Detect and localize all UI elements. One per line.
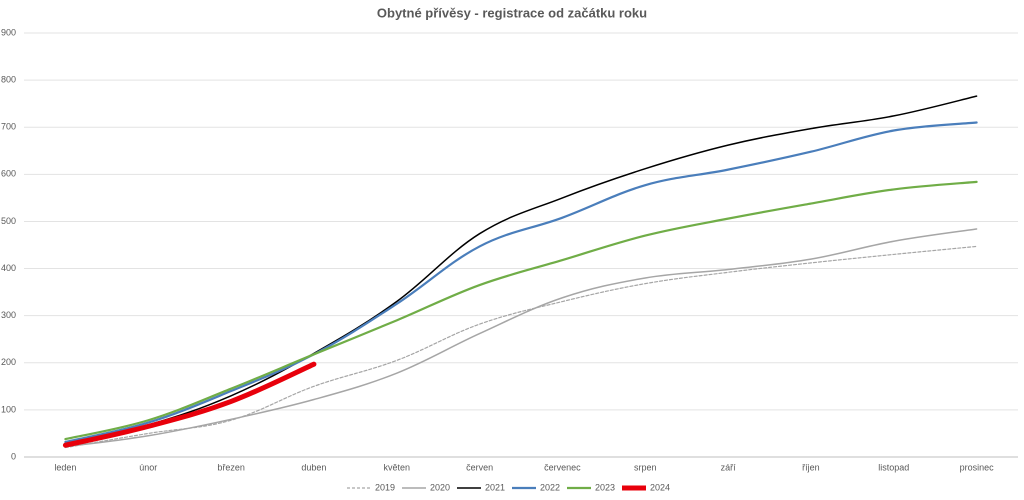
y-tick-label: 600: [1, 169, 16, 179]
chart-title: Obytné přívěsy - registrace od začátku r…: [377, 5, 647, 20]
y-tick-label: 200: [1, 357, 16, 367]
y-tick-label: 400: [1, 263, 16, 273]
x-tick-label: srpen: [634, 462, 657, 472]
series-line: [64, 245, 978, 449]
x-tick-label: říjen: [802, 462, 820, 472]
x-tick-label: květen: [383, 462, 410, 472]
y-tick-label: 500: [1, 216, 16, 226]
y-tick-label: 700: [1, 122, 16, 132]
x-tick-label: březen: [217, 462, 245, 472]
legend-label: 2020: [430, 482, 450, 492]
series-line: [64, 95, 978, 444]
x-tick-label: červenec: [544, 462, 581, 472]
x-tick-label: září: [721, 462, 737, 472]
x-tick-label: listopad: [878, 462, 909, 472]
legend-label: 2023: [595, 482, 615, 492]
series-line: [64, 121, 978, 444]
legend-label: 2019: [375, 482, 395, 492]
x-tick-label: únor: [139, 462, 157, 472]
x-tick-label: leden: [54, 462, 76, 472]
legend-label: 2021: [485, 482, 505, 492]
y-tick-label: 100: [1, 404, 16, 414]
series-line: [64, 228, 978, 448]
y-tick-label: 900: [1, 27, 16, 37]
x-tick-label: prosinec: [960, 462, 995, 472]
legend-label: 2022: [540, 482, 560, 492]
x-tick-label: duben: [301, 462, 326, 472]
x-tick-label: červen: [466, 462, 493, 472]
y-tick-label: 0: [11, 451, 16, 461]
series-line: [62, 361, 317, 448]
series-line: [64, 180, 978, 441]
y-tick-label: 800: [1, 74, 16, 84]
legend-label: 2024: [650, 482, 670, 492]
y-tick-label: 300: [1, 310, 16, 320]
